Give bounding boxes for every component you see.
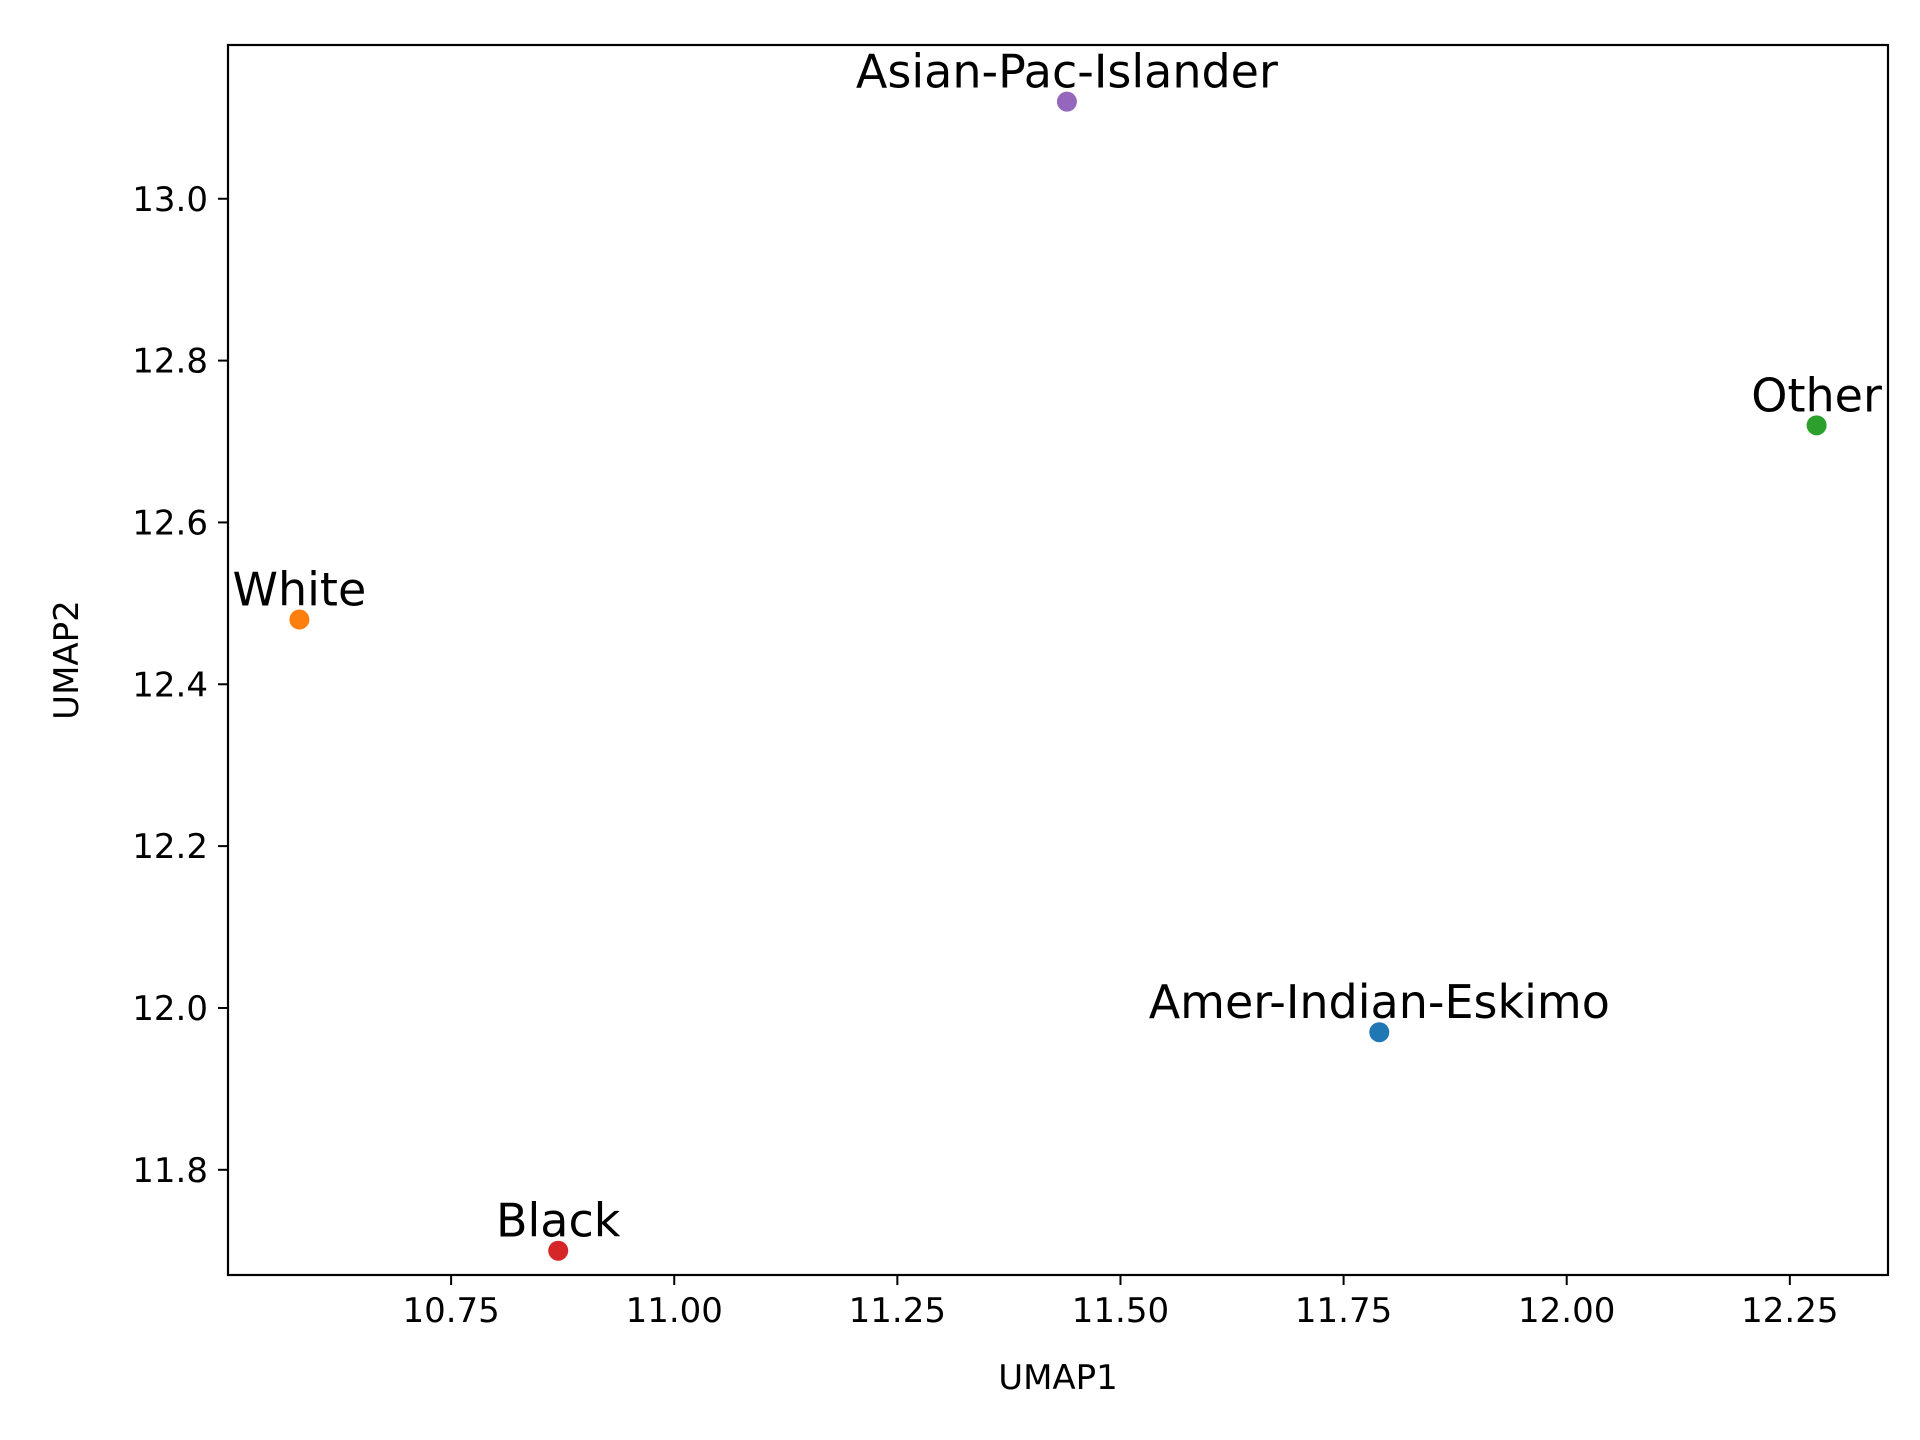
x-tick-label: 11.25: [849, 1291, 946, 1331]
x-tick-label: 10.75: [402, 1291, 499, 1331]
y-axis-label: UMAP2: [47, 600, 87, 720]
y-tick-label: 11.8: [132, 1151, 208, 1191]
y-tick-label: 12.4: [132, 665, 208, 705]
y-tick-label: 13.0: [132, 180, 208, 220]
point-label: Amer-Indian-Eskimo: [1149, 975, 1610, 1029]
x-tick-label: 11.00: [626, 1291, 723, 1331]
plot-frame: [226, 43, 1890, 1277]
point-label: Other: [1751, 368, 1882, 422]
data-point: [289, 609, 310, 630]
x-axis-label: UMAP1: [998, 1358, 1118, 1398]
x-axis-ticks: 10.75 11.00 11.25 11.50 11.75 12.00 12.25: [402, 1275, 1838, 1331]
data-point: [1369, 1022, 1390, 1043]
data-point: [1056, 91, 1077, 112]
point-label: White: [233, 563, 367, 617]
x-tick-label: 12.00: [1518, 1291, 1615, 1331]
y-tick-label: 12.6: [132, 503, 208, 543]
y-tick-label: 12.0: [132, 989, 208, 1029]
point-label: Asian-Pac-Islander: [856, 45, 1278, 99]
data-point: [1806, 415, 1827, 436]
point-label: Black: [496, 1194, 621, 1248]
x-tick-label: 11.50: [1072, 1291, 1169, 1331]
y-axis-ticks: 11.8 12.0 12.2 12.4 12.6 12.8 13.0: [132, 180, 228, 1191]
data-points: Amer-Indian-Eskimo White Other Black Asian-P…: [233, 45, 1882, 1261]
x-tick-label: 12.25: [1741, 1291, 1838, 1331]
x-tick-label: 11.75: [1295, 1291, 1392, 1331]
y-tick-label: 12.8: [132, 342, 208, 382]
data-point: [548, 1240, 569, 1261]
y-tick-label: 12.2: [132, 827, 208, 867]
